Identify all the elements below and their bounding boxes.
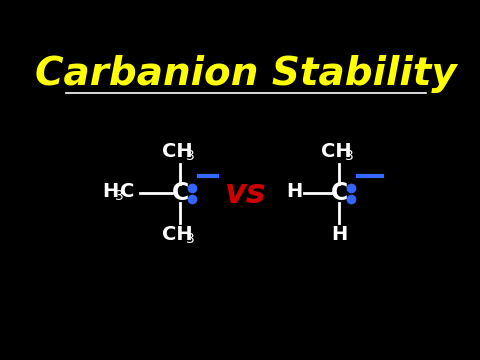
Text: C: C xyxy=(171,181,189,205)
Text: CH: CH xyxy=(321,142,351,161)
Text: 3: 3 xyxy=(345,149,353,163)
Text: H: H xyxy=(102,182,119,201)
Text: C: C xyxy=(120,182,134,201)
Text: CH: CH xyxy=(162,225,192,244)
Text: H: H xyxy=(286,182,302,201)
Text: Carbanion Stability: Carbanion Stability xyxy=(35,55,457,93)
Text: CH: CH xyxy=(162,142,192,161)
Text: 3: 3 xyxy=(186,232,194,246)
Text: 3: 3 xyxy=(115,189,123,203)
Text: 3: 3 xyxy=(186,149,194,163)
Text: C: C xyxy=(330,181,348,205)
Text: H: H xyxy=(331,225,347,244)
Text: vs: vs xyxy=(225,177,267,210)
